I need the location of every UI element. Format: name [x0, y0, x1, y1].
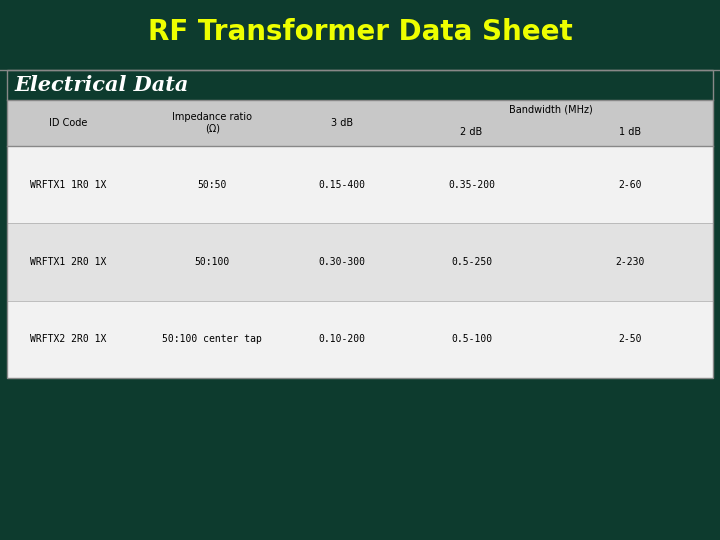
Text: 50:50: 50:50 [198, 179, 227, 190]
Text: 2-50: 2-50 [618, 334, 642, 345]
FancyBboxPatch shape [7, 100, 713, 146]
Text: Bandwidth (MHz): Bandwidth (MHz) [509, 105, 593, 115]
Text: RF Transformer Data Sheet: RF Transformer Data Sheet [148, 18, 572, 46]
Text: 2-60: 2-60 [618, 179, 642, 190]
Text: WRFTX2 2R0 1X: WRFTX2 2R0 1X [30, 334, 107, 345]
Text: 0.5-250: 0.5-250 [451, 257, 492, 267]
Text: 0.10-200: 0.10-200 [318, 334, 366, 345]
FancyBboxPatch shape [7, 70, 713, 378]
Text: 3 dB: 3 dB [331, 118, 353, 128]
Text: ID Code: ID Code [49, 118, 88, 128]
Text: 0.15-400: 0.15-400 [318, 179, 366, 190]
FancyBboxPatch shape [7, 70, 713, 100]
Text: Impedance ratio
(Ω): Impedance ratio (Ω) [172, 112, 253, 134]
Text: WRFTX1 1R0 1X: WRFTX1 1R0 1X [30, 179, 107, 190]
FancyBboxPatch shape [7, 301, 713, 378]
Text: 50:100 center tap: 50:100 center tap [163, 334, 262, 345]
Text: 2 dB: 2 dB [461, 127, 482, 137]
Text: 0.30-300: 0.30-300 [318, 257, 366, 267]
Text: Electrical Data: Electrical Data [14, 75, 189, 95]
Text: 0.35-200: 0.35-200 [448, 179, 495, 190]
Text: 2-230: 2-230 [616, 257, 644, 267]
Text: 0.5-100: 0.5-100 [451, 334, 492, 345]
Text: WRFTX1 2R0 1X: WRFTX1 2R0 1X [30, 257, 107, 267]
Text: 1 dB: 1 dB [619, 127, 641, 137]
FancyBboxPatch shape [7, 146, 713, 223]
FancyBboxPatch shape [7, 223, 713, 301]
Text: 50:100: 50:100 [195, 257, 230, 267]
